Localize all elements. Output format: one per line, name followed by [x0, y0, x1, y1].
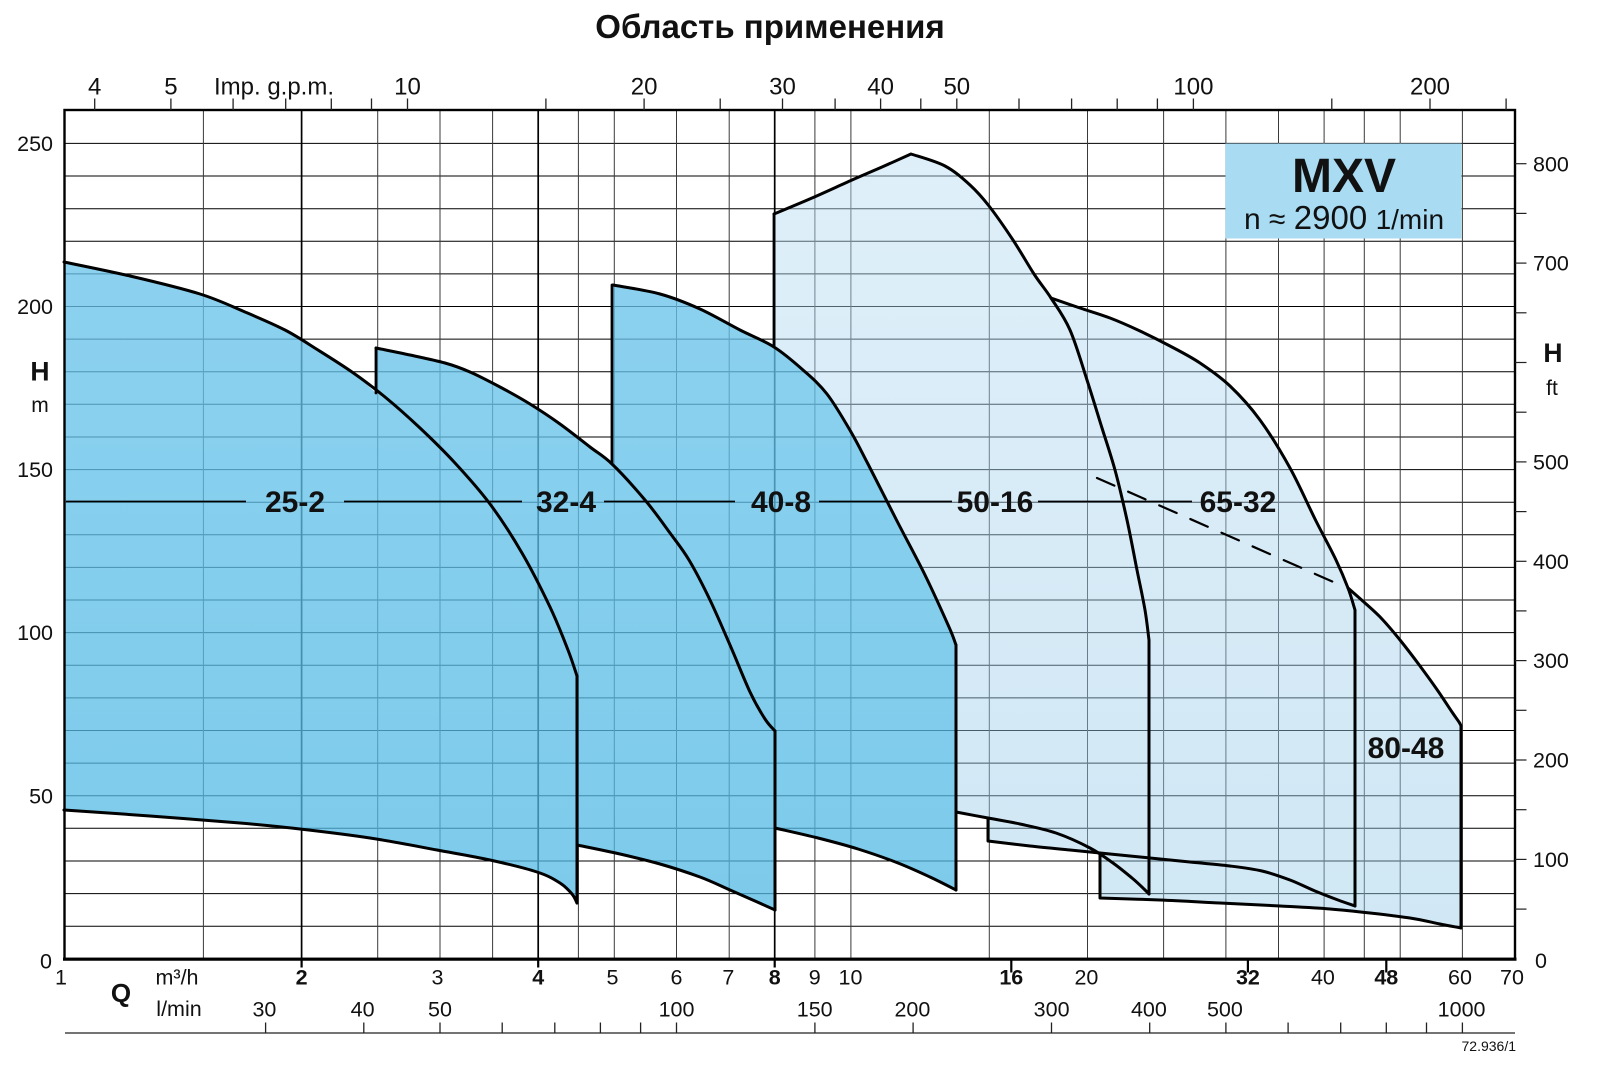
svg-text:m³/h: m³/h [156, 966, 199, 990]
svg-text:50: 50 [943, 74, 970, 101]
svg-text:700: 700 [1533, 252, 1569, 276]
svg-text:32-4: 32-4 [536, 486, 596, 519]
svg-text:7: 7 [722, 966, 734, 990]
svg-text:300: 300 [1034, 998, 1070, 1022]
svg-text:40: 40 [351, 998, 375, 1022]
svg-text:150: 150 [797, 998, 833, 1022]
svg-text:100: 100 [1533, 848, 1569, 872]
svg-text:72.936/1: 72.936/1 [1462, 1038, 1517, 1054]
svg-text:150: 150 [17, 458, 53, 482]
svg-text:Q: Q [111, 978, 131, 1008]
svg-text:65-32: 65-32 [1200, 486, 1277, 519]
svg-text:400: 400 [1533, 550, 1569, 574]
svg-text:l/min: l/min [156, 997, 201, 1021]
svg-text:400: 400 [1131, 998, 1167, 1022]
svg-text:40-8: 40-8 [751, 486, 811, 519]
svg-text:4: 4 [532, 966, 544, 990]
svg-text:16: 16 [999, 966, 1023, 990]
svg-text:800: 800 [1533, 152, 1569, 176]
svg-text:1000: 1000 [1438, 998, 1486, 1022]
svg-text:50: 50 [428, 998, 452, 1022]
svg-text:n ≈ 2900 1/min: n ≈ 2900 1/min [1244, 199, 1444, 236]
svg-text:80-48: 80-48 [1368, 732, 1445, 765]
svg-text:48: 48 [1374, 966, 1398, 990]
svg-text:Imp. g.p.m.: Imp. g.p.m. [214, 74, 334, 101]
svg-text:9: 9 [809, 966, 821, 990]
svg-text:250: 250 [17, 132, 53, 156]
svg-text:m: m [31, 394, 49, 417]
svg-text:4: 4 [88, 74, 101, 101]
svg-text:40: 40 [1311, 966, 1335, 990]
svg-text:H: H [1543, 338, 1562, 368]
svg-text:60: 60 [1448, 966, 1472, 990]
svg-text:200: 200 [1533, 749, 1569, 773]
svg-text:3: 3 [432, 966, 444, 990]
svg-text:40: 40 [867, 74, 894, 101]
svg-text:200: 200 [1410, 74, 1450, 101]
svg-text:1: 1 [55, 966, 67, 990]
svg-text:200: 200 [894, 998, 930, 1022]
svg-text:10: 10 [394, 74, 421, 101]
svg-text:2: 2 [296, 966, 308, 990]
svg-text:50-16: 50-16 [957, 486, 1034, 519]
svg-text:100: 100 [17, 621, 53, 645]
svg-text:H: H [30, 357, 49, 387]
svg-text:6: 6 [671, 966, 683, 990]
svg-text:8: 8 [769, 966, 781, 990]
svg-text:10: 10 [839, 966, 863, 990]
svg-text:32: 32 [1236, 966, 1260, 990]
svg-text:30: 30 [769, 74, 796, 101]
svg-text:ft: ft [1546, 377, 1558, 400]
svg-text:25-2: 25-2 [265, 486, 325, 519]
svg-text:300: 300 [1533, 649, 1569, 673]
svg-text:5: 5 [164, 74, 177, 101]
svg-text:100: 100 [1173, 74, 1213, 101]
svg-text:70: 70 [1500, 966, 1524, 990]
svg-text:50: 50 [29, 784, 53, 808]
svg-text:20: 20 [1074, 966, 1098, 990]
svg-text:200: 200 [17, 295, 53, 319]
svg-text:20: 20 [631, 74, 658, 101]
svg-text:500: 500 [1533, 451, 1569, 475]
svg-text:Область применения: Область применения [595, 8, 944, 45]
svg-text:5: 5 [607, 966, 619, 990]
svg-text:0: 0 [1535, 949, 1547, 973]
svg-text:0: 0 [40, 950, 52, 974]
svg-text:MXV: MXV [1292, 150, 1396, 203]
svg-text:500: 500 [1207, 998, 1243, 1022]
svg-text:100: 100 [659, 998, 695, 1022]
svg-text:30: 30 [252, 998, 276, 1022]
